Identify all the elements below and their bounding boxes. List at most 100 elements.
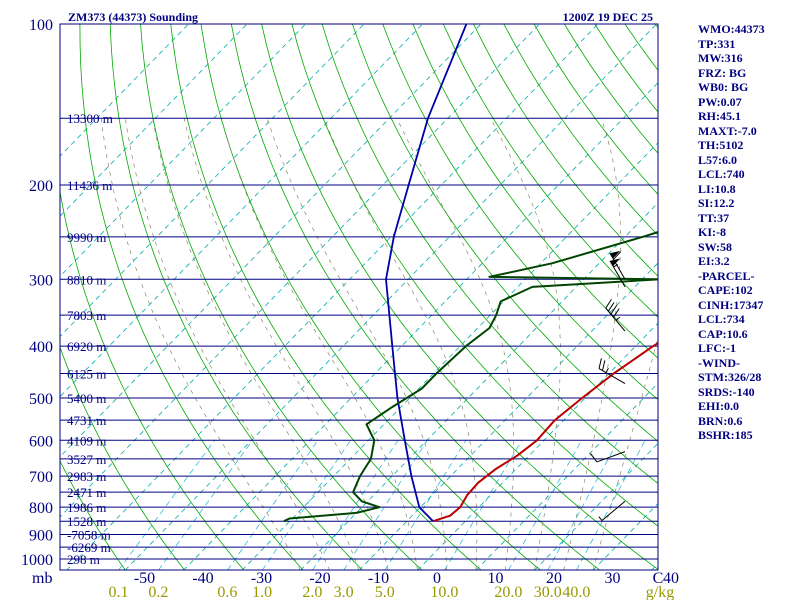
stat-row: LCL:740 [698,167,745,181]
height-label: 4731 m [67,413,106,428]
isotherm-line [183,82,658,570]
stat-row: FRZ: BG [698,65,747,80]
temperature-tick-label: 10 [488,570,504,587]
pressure-tick-label: 1000 [21,552,53,569]
pressure-tick-label: 500 [29,391,53,408]
wind-barb [609,250,626,280]
temperature-tick-label: -10 [368,570,389,587]
mixing-ratio-line [508,440,583,570]
stat-row: KI:-8 [698,225,726,239]
dry-adiabat-line [382,24,658,401]
dry-adiabat-line [200,24,541,570]
isotherm-line [300,202,658,570]
stat-row: -WIND- [698,355,740,370]
wind-barb [609,258,626,288]
mixing-ratio-line [576,440,646,570]
isotherm-line [60,24,482,458]
mixing-ratio-line [384,440,467,570]
wind-barbs [590,250,626,521]
sounding-profiles [283,24,658,523]
height-label: 7803 m [67,308,106,323]
dry-adiabat-line [321,24,658,485]
mixing-ratio-line [444,440,523,570]
isotherm-line [534,442,658,570]
dry-adiabat-line [170,24,482,570]
height-label: 298 m [67,552,100,567]
dry-adiabat-line [230,24,601,570]
sounding-title: ZM373 (44373) Sounding [68,10,198,24]
pressure-tick-label: 100 [29,17,53,34]
mixing-ratio-tick-label: 2.0 [302,584,322,600]
mixing-ratio-tick-label: 0.6 [217,584,237,600]
pressure-tick-label: 300 [29,272,53,289]
dry-adiabat-line [60,189,245,570]
isotherm-line [475,382,658,570]
stat-row: EHI:0.0 [698,399,740,413]
temperature-tick-label: -40 [192,570,213,587]
pressure-tick-label: 400 [29,339,53,356]
dry-adiabat-line [60,346,186,570]
isotherm-line [417,322,658,570]
stat-row: MW:316 [698,51,743,65]
mixing-ratio-line [343,440,428,570]
height-label: 4109 m [67,433,106,448]
stability-indices-panel: WMO:44373 TP:331 MW:316 FRZ: BG WB0: BG PW:0.… [698,22,798,443]
temperature-tick-label: 40 [663,570,679,587]
dry-adiabat-line [442,24,658,318]
background-grid [60,24,658,570]
axis-labels: 13300 m 11436 m 9990 m 8810 m 7803 m 6920 m 61… [21,17,679,600]
mixing-ratio-tick-label: 0.1 [108,584,128,600]
stat-row: LCL:734 [698,312,745,326]
isotherm-line [60,24,365,338]
stat-row: SRDS:-140 [698,384,755,399]
height-label: -7058 m [67,528,111,543]
wind-barb [590,451,626,463]
stat-row: PW:0.07 [698,94,742,109]
mixing-ratio-tick-label: 3.0 [334,584,354,600]
stat-row: RH:45.1 [698,109,741,123]
stat-row: TH:5102 [698,138,744,152]
temperature-tick-label: -20 [309,570,330,587]
pressure-tick-label: 900 [29,528,53,545]
mixing-ratio-line [261,440,351,570]
height-label: 8810 m [67,272,106,287]
sounding-time: 1200Z 19 DEC 25 [563,10,653,24]
stat-row: L57:6.0 [698,152,737,167]
temperature-tick-label: 0 [433,570,441,587]
dry-adiabat-line [412,24,658,359]
isotherm-line [358,262,658,570]
stat-row: LFC:-1 [698,341,736,355]
mixing-ratio-tick-label: 0.2 [148,584,168,600]
mixing-ratio-line [118,440,215,570]
stat-row: STM:326/28 [698,370,762,384]
pressure-unit-label: mb [32,570,52,587]
dry-adiabat-line [109,24,363,570]
mixing-ratio-line [227,440,319,570]
mixing-ratio-line [158,440,253,570]
height-label: 11436 m [67,178,112,193]
pressure-tick-label: 200 [29,178,53,195]
temperature-unit-label: C [653,570,664,587]
dry-adiabat-line [473,24,658,277]
height-label: 1528 m [67,514,106,529]
mixing-ratio-tick-label: 10.0 [430,584,458,600]
stat-row: CAPE:102 [698,283,753,297]
parcel-trace-line [385,24,468,522]
wind-barb [598,358,626,385]
temperature-tick-label: -30 [251,570,272,587]
dry-adiabat-line [261,24,658,570]
dry-adiabat-line [60,460,126,570]
wind-barb [605,299,626,332]
stat-row: LI:10.8 [698,181,736,196]
stat-row: SW:58 [698,239,733,254]
height-label: 3527 m [67,452,106,467]
temperature-tick-label: 20 [546,570,562,587]
height-label: 1986 m [67,500,106,515]
mixing-ratio-unit-label: g/kg [646,584,674,600]
height-label: 9990 m [67,230,106,245]
pressure-tick-label: 700 [29,469,53,486]
stat-row: -PARCEL- [698,268,755,283]
stat-row: BSHR:185 [698,428,753,442]
